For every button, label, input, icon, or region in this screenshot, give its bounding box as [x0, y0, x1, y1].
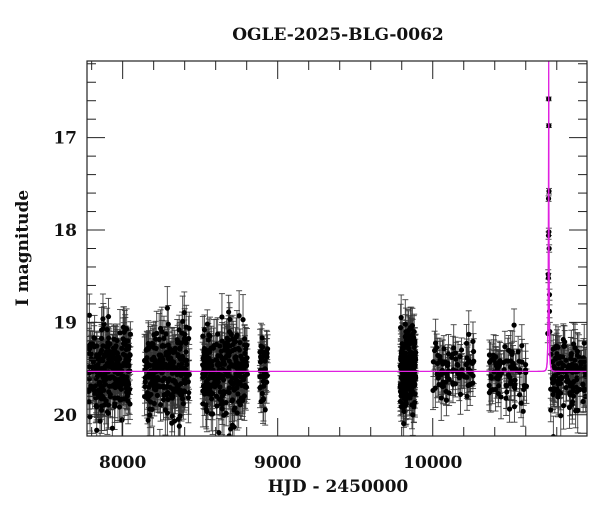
- y-axis-label: I magnitude: [13, 190, 33, 307]
- x-tick-label: 8000: [99, 453, 146, 473]
- x-tick-label: 9000: [254, 453, 301, 473]
- y-tick-label: 19: [53, 313, 77, 333]
- x-tick-label: 10000: [403, 453, 462, 473]
- y-tick-label: 17: [53, 129, 77, 149]
- axis-ticks: [87, 61, 587, 436]
- data-points: [87, 96, 587, 436]
- chart-title: OGLE-2025-BLG-0062: [232, 25, 444, 45]
- model-curve: [87, 61, 587, 372]
- y-tick-label: 20: [53, 406, 77, 426]
- x-axis-label: HJD - 2450000: [268, 477, 409, 497]
- tick-labels: 8000 9000 10000 17 18 19 20: [53, 129, 462, 473]
- plot-frame: [86, 60, 588, 437]
- y-tick-label: 18: [53, 221, 77, 241]
- plot-area: 8000 9000 10000 17 18 19 20: [53, 60, 588, 473]
